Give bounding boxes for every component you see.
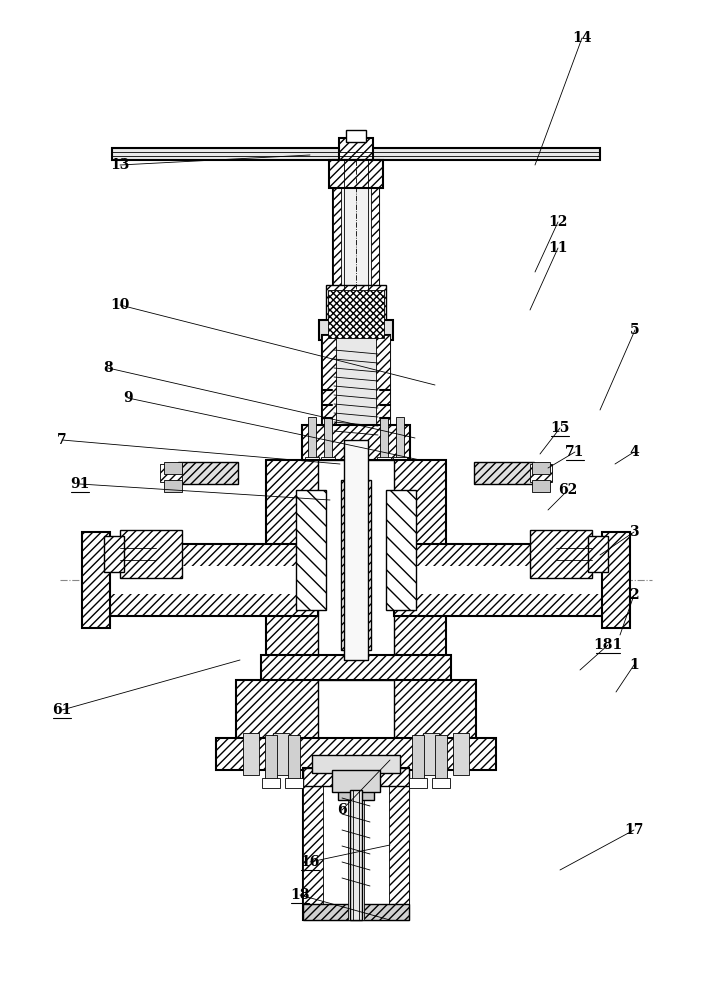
Bar bbox=[312, 755, 400, 773]
Bar bbox=[453, 733, 469, 775]
Bar bbox=[409, 778, 427, 788]
Bar bbox=[288, 735, 300, 785]
Bar bbox=[324, 417, 332, 467]
Bar bbox=[332, 770, 380, 792]
Bar bbox=[339, 138, 373, 160]
Bar bbox=[389, 768, 409, 920]
Bar bbox=[386, 490, 416, 610]
Text: 7: 7 bbox=[57, 433, 67, 447]
Bar bbox=[261, 655, 451, 683]
Bar bbox=[216, 738, 496, 770]
Text: 13: 13 bbox=[110, 158, 130, 172]
Bar bbox=[412, 735, 424, 785]
Text: 2: 2 bbox=[629, 588, 639, 602]
Bar bbox=[350, 790, 362, 920]
Bar bbox=[333, 160, 341, 290]
Bar bbox=[346, 130, 366, 142]
Bar bbox=[328, 290, 384, 338]
Text: 8: 8 bbox=[103, 361, 112, 375]
Bar bbox=[302, 425, 410, 463]
Bar bbox=[602, 532, 630, 628]
Text: 181: 181 bbox=[593, 638, 622, 652]
Text: 4: 4 bbox=[629, 445, 639, 459]
Text: 71: 71 bbox=[565, 445, 585, 459]
Bar bbox=[396, 417, 404, 467]
Text: 5: 5 bbox=[630, 323, 640, 337]
Bar bbox=[296, 490, 326, 610]
Bar bbox=[273, 733, 289, 775]
Bar bbox=[265, 735, 277, 785]
Bar bbox=[532, 480, 550, 492]
Text: 11: 11 bbox=[548, 241, 567, 255]
Bar bbox=[112, 148, 600, 160]
Bar bbox=[303, 768, 409, 920]
Bar bbox=[532, 462, 550, 474]
Bar bbox=[432, 778, 450, 788]
Bar bbox=[380, 417, 388, 467]
Bar bbox=[376, 335, 390, 440]
Text: 10: 10 bbox=[110, 298, 130, 312]
Bar bbox=[393, 457, 407, 466]
Bar bbox=[100, 544, 318, 616]
Bar bbox=[371, 160, 379, 290]
Bar bbox=[321, 457, 335, 466]
Bar bbox=[285, 778, 303, 788]
Bar bbox=[104, 536, 124, 572]
Bar bbox=[236, 680, 476, 740]
Bar bbox=[164, 480, 182, 492]
Bar bbox=[377, 457, 391, 466]
Bar bbox=[341, 480, 371, 650]
Bar bbox=[322, 335, 336, 440]
Text: 9: 9 bbox=[123, 391, 133, 405]
Text: 91: 91 bbox=[70, 477, 90, 491]
Bar bbox=[262, 778, 280, 788]
Text: 61: 61 bbox=[52, 703, 72, 717]
Bar bbox=[303, 768, 323, 920]
Bar bbox=[305, 457, 319, 466]
Text: 18: 18 bbox=[290, 888, 310, 902]
Text: 3: 3 bbox=[629, 525, 639, 539]
Text: 62: 62 bbox=[558, 483, 577, 497]
Bar bbox=[344, 440, 368, 660]
Bar bbox=[474, 462, 534, 484]
Bar bbox=[435, 735, 447, 785]
Bar bbox=[100, 566, 318, 594]
Bar bbox=[82, 532, 110, 628]
Bar bbox=[423, 733, 439, 775]
Bar bbox=[178, 462, 238, 484]
Text: 14: 14 bbox=[572, 31, 592, 45]
Bar bbox=[588, 536, 608, 572]
Bar bbox=[338, 788, 374, 800]
Bar bbox=[530, 464, 552, 482]
Bar bbox=[318, 460, 394, 660]
Text: 15: 15 bbox=[550, 421, 570, 435]
Text: 16: 16 bbox=[300, 855, 320, 869]
Bar bbox=[120, 530, 182, 578]
Text: 1: 1 bbox=[629, 658, 639, 672]
Bar bbox=[319, 320, 393, 340]
Bar bbox=[530, 530, 592, 578]
Bar bbox=[164, 462, 182, 474]
Bar bbox=[326, 285, 386, 335]
Bar bbox=[243, 733, 259, 775]
Text: 6: 6 bbox=[337, 803, 347, 817]
Text: 17: 17 bbox=[624, 823, 644, 837]
Text: 12: 12 bbox=[548, 215, 567, 229]
Bar bbox=[394, 566, 612, 594]
Bar bbox=[348, 758, 364, 920]
Bar bbox=[266, 460, 446, 660]
Bar bbox=[318, 680, 394, 740]
Bar bbox=[303, 904, 409, 920]
Bar bbox=[333, 160, 379, 290]
Bar bbox=[329, 160, 383, 188]
Bar bbox=[303, 768, 409, 786]
Bar bbox=[394, 544, 612, 616]
Bar bbox=[322, 335, 390, 440]
Bar bbox=[160, 464, 182, 482]
Bar bbox=[308, 417, 316, 467]
